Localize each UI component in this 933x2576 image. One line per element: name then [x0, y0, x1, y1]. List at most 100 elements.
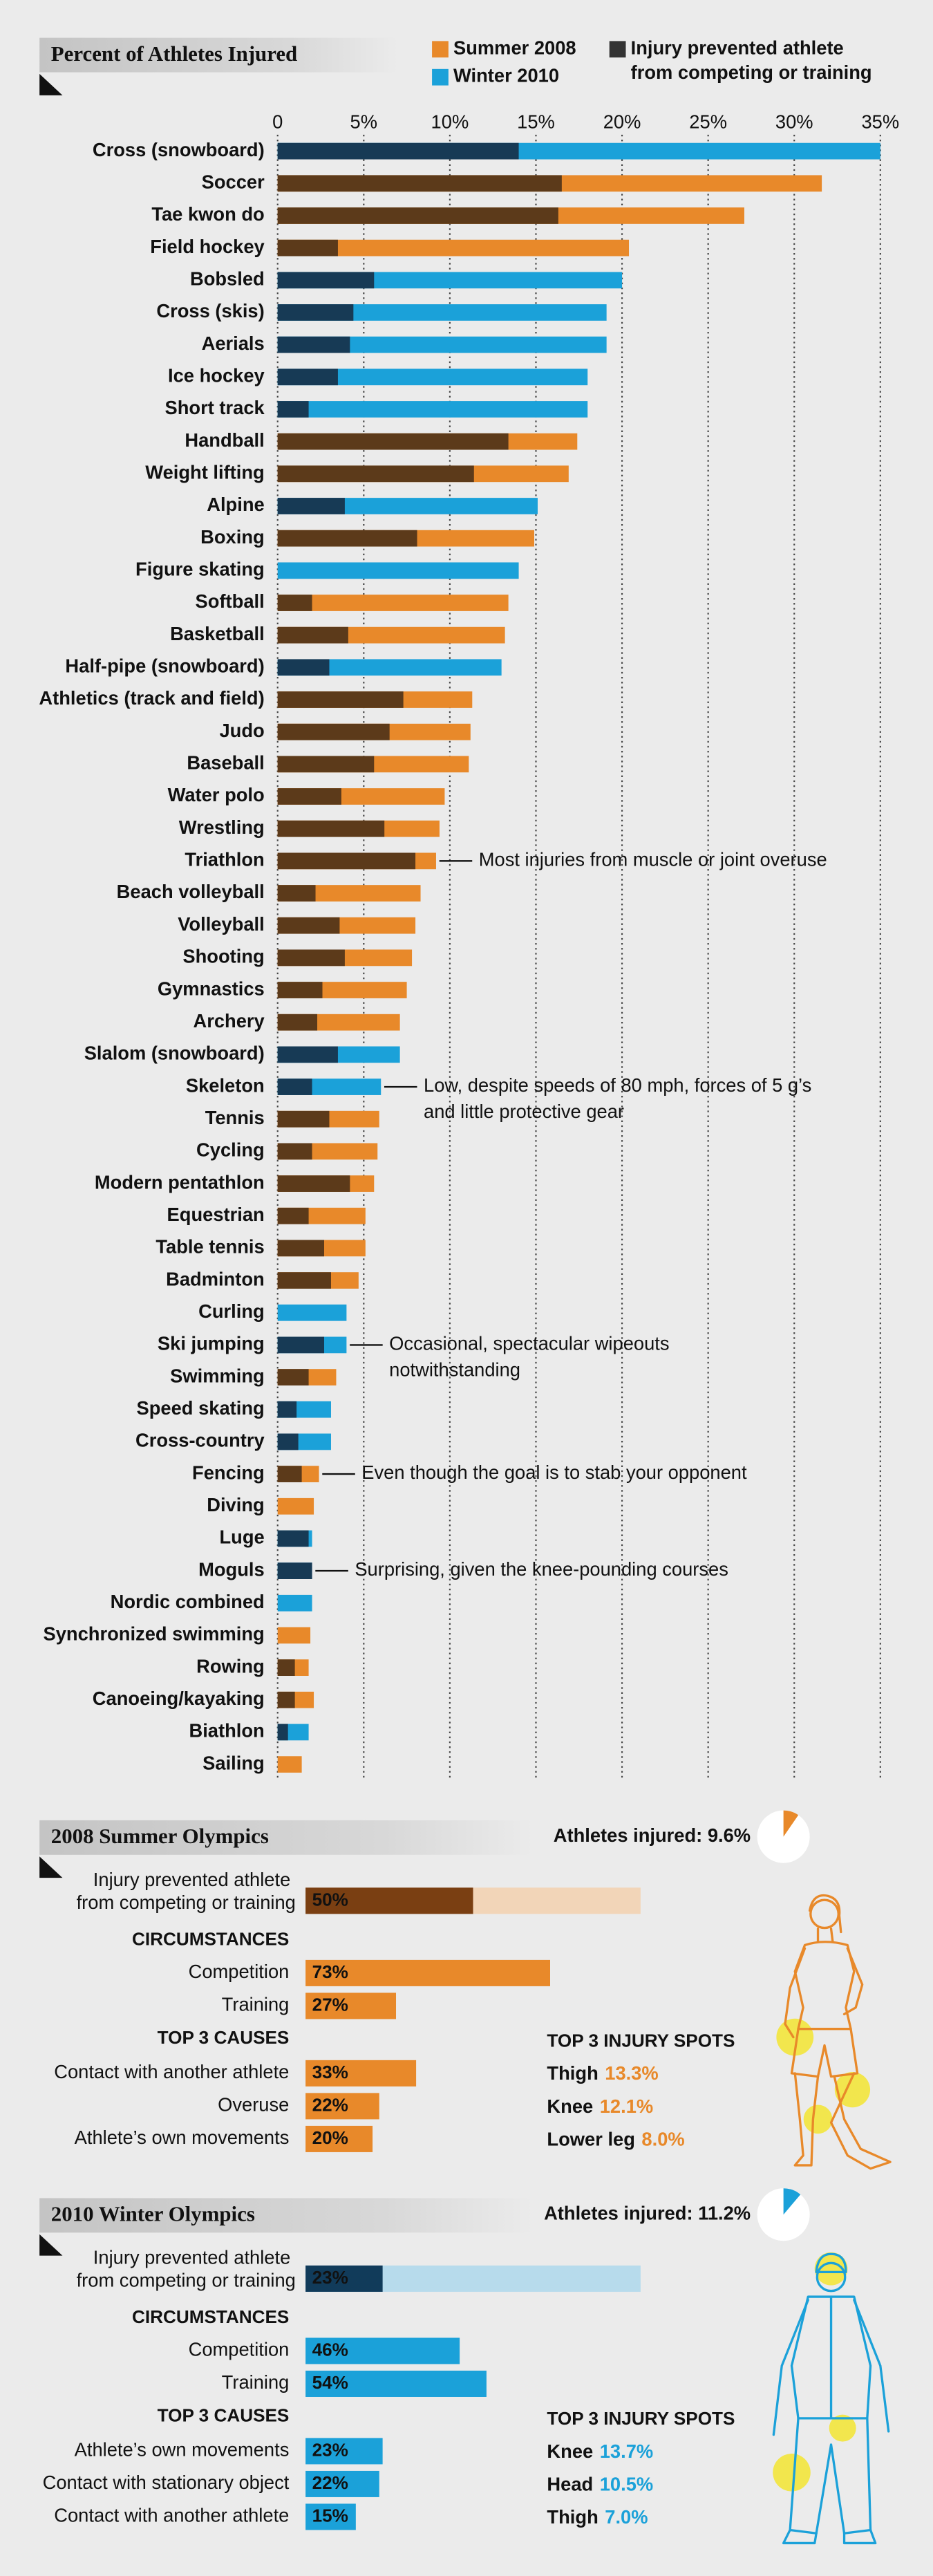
value-label: 23% — [312, 2439, 348, 2460]
section-title: TOP 3 CAUSES — [158, 2027, 290, 2048]
injury-spot — [829, 2414, 856, 2442]
category-label: Archery — [193, 1010, 265, 1032]
prevented-bar — [277, 401, 309, 418]
bar — [277, 1497, 314, 1515]
prevented-bar — [277, 1207, 309, 1224]
category-label: Canoeing/kayaking — [93, 1688, 265, 1709]
panel-header — [39, 1820, 533, 1855]
legend-label: Winter 2010 — [453, 65, 559, 86]
prevented-bar — [277, 595, 312, 611]
prevented-bar — [277, 788, 341, 805]
category-label: Aerials — [202, 333, 265, 354]
category-label: Sailing — [202, 1752, 265, 1773]
prevented-bar — [277, 465, 474, 483]
row-label: Athlete’s own movements — [75, 2439, 290, 2461]
x-tick-label: 20% — [603, 111, 641, 132]
prevented-bar — [277, 1530, 309, 1547]
category-label: Volleyball — [178, 913, 264, 935]
category-label: Figure skating — [135, 559, 265, 580]
bar — [277, 239, 630, 256]
row-label: Competition — [189, 2339, 290, 2360]
prevented-bar — [277, 820, 385, 837]
category-label: Ski jumping — [158, 1333, 265, 1354]
prevented-bar — [277, 1079, 312, 1095]
panel-corner — [39, 1856, 63, 1878]
category-label: Moguls — [198, 1558, 265, 1580]
prevented-bar — [277, 1143, 312, 1160]
value-label: 33% — [312, 2062, 348, 2082]
spot-name: Knee — [547, 2096, 593, 2117]
prevented-bar — [277, 1724, 288, 1741]
category-label: Rowing — [196, 1655, 265, 1677]
value-label: 20% — [312, 2127, 348, 2148]
prevented-bar — [277, 885, 316, 902]
category-label: Beach volleyball — [117, 881, 265, 902]
prevented-bar — [277, 982, 323, 998]
winter-figure — [772, 2252, 890, 2545]
prevented-bar — [277, 1240, 325, 1257]
category-label: Synchronized swimming — [43, 1623, 264, 1645]
pie-background — [757, 2188, 810, 2241]
category-label: Diving — [207, 1494, 264, 1515]
summer-figure — [784, 1894, 892, 2170]
category-label: Soccer — [202, 171, 265, 193]
bar — [305, 2093, 379, 2120]
bar — [277, 336, 607, 353]
annotation: Surprising, given the knee-pounding cour… — [355, 1558, 728, 1580]
value-label: 46% — [312, 2339, 348, 2360]
injury-spot — [803, 2104, 833, 2134]
spot-name: Thigh — [547, 2506, 598, 2528]
row-label: Contact with stationary object — [43, 2472, 290, 2493]
x-tick-label: 30% — [775, 111, 813, 132]
prevented-bar — [277, 1110, 330, 1128]
annotation: Low, despite speeds of 80 mph, forces of… — [424, 1074, 817, 1122]
injury-spot — [814, 2252, 848, 2286]
prevented-bar — [305, 1887, 473, 1914]
bar — [277, 401, 588, 418]
x-tick-label: 0 — [272, 111, 283, 132]
prevented-bar — [277, 1046, 338, 1063]
bar — [277, 304, 607, 321]
bar — [305, 2337, 460, 2364]
injury-spot — [773, 2454, 811, 2492]
value-label: 73% — [312, 1961, 348, 1982]
panel-title: 2010 Winter Olympics — [51, 2202, 255, 2226]
prevented-bar — [277, 723, 390, 740]
spot-value: 12.1% — [600, 2096, 653, 2117]
injury-spot — [834, 2071, 871, 2108]
category-label: Swimming — [170, 1365, 265, 1386]
annotation: Occasional, spectacular wipeouts notwith… — [389, 1333, 675, 1381]
annotation: Even though the goal is to stab your opp… — [361, 1462, 747, 1483]
x-tick-label: 5% — [350, 111, 377, 132]
x-tick-label: 10% — [431, 111, 469, 132]
prevented-bar — [277, 1014, 318, 1031]
prevented-bar — [277, 336, 350, 353]
spot-value: 13.7% — [600, 2440, 653, 2462]
bar — [305, 1992, 397, 2019]
spot-name: Thigh — [547, 2062, 598, 2084]
spot-row: Thigh 7.0% — [547, 2506, 648, 2528]
prevented-bar — [277, 304, 354, 321]
category-label: Cross-country — [135, 1430, 265, 1451]
bar — [305, 2370, 487, 2397]
spot-name: Knee — [547, 2440, 593, 2462]
spot-row: Thigh 13.3% — [547, 2062, 658, 2084]
row-label: Competition — [189, 1961, 290, 1982]
section-title: CIRCUMSTANCES — [132, 2306, 289, 2327]
category-label: Baseball — [187, 752, 264, 774]
bar — [305, 2470, 379, 2497]
category-label: Field hockey — [150, 236, 265, 257]
section-title: TOP 3 INJURY SPOTS — [547, 2031, 735, 2051]
category-label: Short track — [165, 397, 265, 418]
spot-value: 13.3% — [605, 2062, 658, 2084]
category-label: Tae kwon do — [151, 203, 264, 225]
prevented-bar — [277, 1401, 297, 1418]
prevented-bar — [277, 1659, 295, 1676]
prevented-bar — [277, 142, 519, 160]
pie-slice — [783, 2188, 801, 2215]
category-label: Fencing — [192, 1462, 265, 1483]
row-label: Training — [222, 1994, 290, 2015]
annotation: Most injuries from muscle or joint overu… — [479, 849, 827, 870]
prevented-bar — [277, 626, 348, 644]
bar — [277, 1627, 311, 1644]
